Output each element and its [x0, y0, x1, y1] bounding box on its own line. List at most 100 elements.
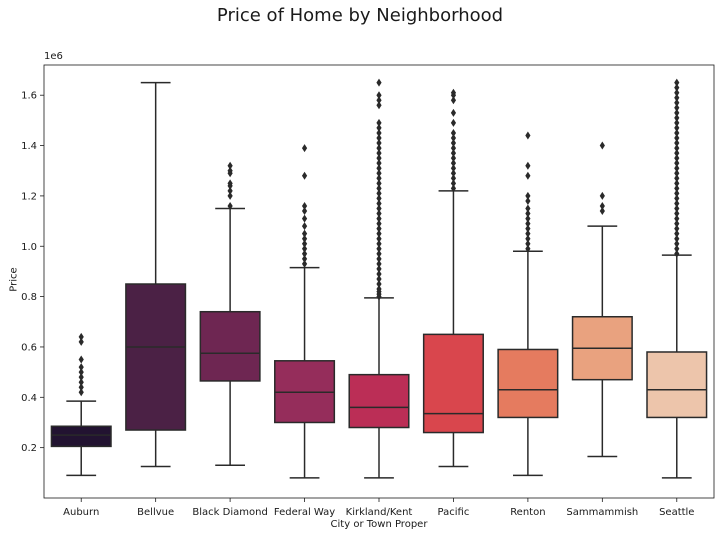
outlier-point [525, 234, 531, 243]
outlier-point [525, 204, 531, 213]
outlier-point [674, 164, 680, 173]
outlier-point [674, 179, 680, 188]
outlier-point [525, 161, 531, 170]
outlier-point [376, 128, 382, 137]
outlier-point [227, 161, 233, 170]
outlier-point [450, 118, 457, 127]
outlier-point [674, 88, 680, 97]
outlier-point [376, 144, 382, 153]
outlier-point [376, 274, 382, 283]
outlier-point [376, 204, 382, 213]
outlier-point [376, 259, 382, 268]
outlier-point [301, 254, 308, 263]
outlier-point [227, 166, 233, 175]
outlier-point [450, 184, 457, 193]
outlier-point [450, 128, 457, 137]
outlier-point [450, 144, 457, 153]
y-tick-label: 0.8 [21, 292, 37, 303]
outlier-point [674, 108, 680, 117]
outlier-point [674, 214, 680, 223]
outlier-point [450, 149, 457, 158]
box [348, 373, 410, 429]
outlier-point [376, 194, 382, 203]
outlier-point [674, 234, 680, 243]
outlier-point [227, 201, 233, 210]
outlier-point [674, 78, 680, 87]
y-tick-label: 1.0 [21, 242, 37, 253]
outlier-point [301, 234, 308, 243]
x-axis-label: City or Town Proper [330, 519, 428, 530]
outlier-point [376, 101, 382, 110]
outlier-point [674, 229, 680, 238]
outlier-point [78, 332, 84, 341]
outlier-point [599, 191, 605, 200]
outlier-point [376, 179, 382, 188]
outlier-point [674, 199, 680, 208]
outlier-point [525, 239, 531, 248]
outlier-point [301, 214, 308, 223]
outlier-point [301, 171, 308, 180]
outlier-point [674, 219, 680, 228]
y-tick-label: 0.4 [21, 393, 37, 404]
outlier-point [525, 244, 531, 253]
outlier-point [376, 189, 382, 198]
outlier-point [376, 149, 382, 158]
outlier-point [376, 264, 382, 273]
outlier-point [599, 141, 605, 150]
outlier-point [78, 363, 84, 372]
outlier-point [450, 159, 457, 168]
outlier-point [301, 207, 308, 216]
outlier-point [376, 244, 382, 253]
x-tick-label: Renton [510, 507, 545, 518]
outlier-point [376, 139, 382, 148]
outlier-point [78, 337, 84, 346]
outlier-point [376, 234, 382, 243]
outlier-point [674, 83, 680, 92]
outlier-point [674, 159, 680, 168]
outlier-point [599, 207, 605, 216]
outlier-point [301, 239, 308, 248]
outlier-point [78, 383, 84, 392]
outlier-point [450, 96, 457, 105]
outlier-point [674, 209, 680, 218]
outlier-point [301, 222, 308, 231]
outlier-point [376, 91, 382, 100]
outlier-point [376, 214, 382, 223]
outlier-point [376, 229, 382, 238]
outlier-point [525, 196, 531, 205]
y-tick-label: 1.2 [21, 191, 37, 202]
x-tick-label: Black Diamond [192, 507, 267, 518]
outlier-point [674, 184, 680, 193]
outlier-point [674, 189, 680, 198]
box [646, 351, 708, 419]
x-tick-label: Federal Way [274, 507, 335, 518]
outlier-point [674, 224, 680, 233]
outlier-point [376, 199, 382, 208]
outlier-point [301, 229, 308, 238]
y-tick-label: 0.6 [21, 342, 37, 353]
outlier-point [227, 191, 233, 200]
outlier-point [376, 224, 382, 233]
box [199, 310, 261, 382]
outlier-point [376, 280, 382, 289]
outlier-point [674, 144, 680, 153]
outlier-point [376, 269, 382, 278]
outlier-point [450, 164, 457, 173]
outlier-point [674, 204, 680, 213]
outlier-point [376, 159, 382, 168]
outlier-point [674, 169, 680, 178]
outlier-point [674, 134, 680, 143]
outlier-point [674, 194, 680, 203]
outlier-point [227, 179, 233, 188]
outlier-point [376, 96, 382, 105]
y-tick-label: 1.6 [21, 91, 37, 102]
outlier-point [376, 164, 382, 173]
outlier-point [376, 174, 382, 183]
outlier-point [301, 201, 308, 210]
outlier-point [376, 154, 382, 163]
outlier-point [301, 249, 308, 258]
outlier-point [450, 139, 457, 148]
outlier-point [78, 373, 84, 382]
